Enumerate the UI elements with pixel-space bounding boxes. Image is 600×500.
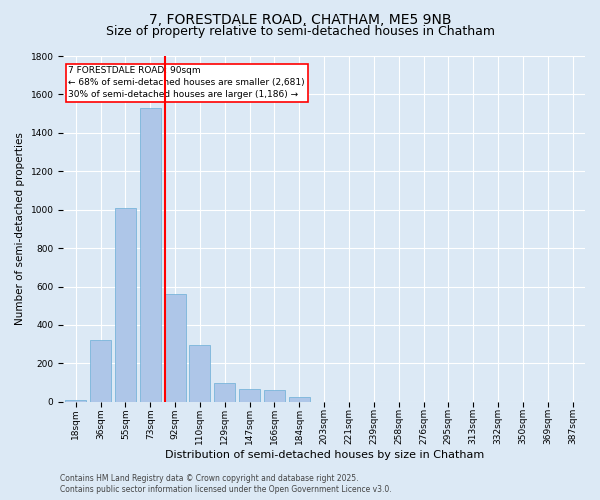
Bar bbox=[90, 340, 111, 402]
Bar bbox=[289, 397, 310, 402]
Bar bbox=[214, 382, 235, 402]
Y-axis label: Number of semi-detached properties: Number of semi-detached properties bbox=[15, 132, 25, 326]
Text: 7, FORESTDALE ROAD, CHATHAM, ME5 9NB: 7, FORESTDALE ROAD, CHATHAM, ME5 9NB bbox=[149, 12, 451, 26]
Bar bbox=[164, 294, 185, 402]
Bar bbox=[239, 390, 260, 402]
Text: Size of property relative to semi-detached houses in Chatham: Size of property relative to semi-detach… bbox=[106, 25, 494, 38]
Text: Contains HM Land Registry data © Crown copyright and database right 2025.
Contai: Contains HM Land Registry data © Crown c… bbox=[60, 474, 392, 494]
Bar bbox=[115, 208, 136, 402]
Text: 7 FORESTDALE ROAD: 90sqm
← 68% of semi-detached houses are smaller (2,681)
30% o: 7 FORESTDALE ROAD: 90sqm ← 68% of semi-d… bbox=[68, 66, 305, 99]
Bar bbox=[264, 390, 285, 402]
X-axis label: Distribution of semi-detached houses by size in Chatham: Distribution of semi-detached houses by … bbox=[164, 450, 484, 460]
Bar bbox=[65, 400, 86, 402]
Bar bbox=[190, 345, 211, 402]
Bar bbox=[140, 108, 161, 402]
